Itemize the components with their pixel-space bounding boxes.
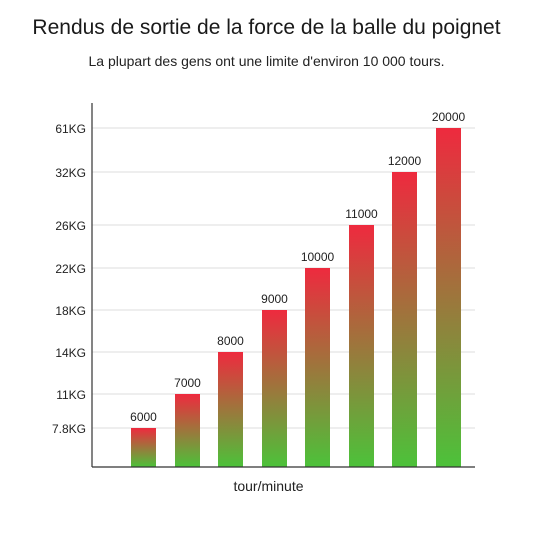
data-label: 7000 <box>174 376 201 390</box>
data-label: 11000 <box>345 207 378 221</box>
y-tick-label: 14KG <box>55 346 86 360</box>
chart-subtitle: La plupart des gens ont une limite d'env… <box>88 53 445 69</box>
data-label: 10000 <box>301 250 335 264</box>
y-tick-label: 61KG <box>55 122 86 136</box>
y-tick-labels: 7.8KG 11KG 14KG 18KG 22KG 26KG 32KG 61KG <box>52 122 86 436</box>
data-label: 9000 <box>261 292 288 306</box>
y-tick-label: 18KG <box>55 304 86 318</box>
bars <box>131 128 461 467</box>
chart-title: Rendus de sortie de la force de la balle… <box>32 16 501 39</box>
data-label: 12000 <box>388 154 422 168</box>
bar-10000 <box>305 268 330 467</box>
bar-8000 <box>218 352 243 467</box>
y-tick-label: 32KG <box>55 166 86 180</box>
bar-12000 <box>392 172 417 467</box>
bar-11000 <box>349 225 374 467</box>
data-label: 20000 <box>432 110 466 124</box>
data-label: 8000 <box>217 334 244 348</box>
bar-6000 <box>131 428 156 467</box>
y-tick-label: 11KG <box>56 388 86 402</box>
bar-20000 <box>436 128 461 467</box>
bar-7000 <box>175 394 200 467</box>
data-labels: 6000 7000 8000 9000 10000 11000 12000 20000 <box>130 110 465 424</box>
axes <box>91 103 475 468</box>
x-axis-label: tour/minute <box>233 478 304 494</box>
bar-9000 <box>262 310 287 467</box>
y-tick-label: 7.8KG <box>52 422 86 436</box>
y-tick-label: 26KG <box>55 219 86 233</box>
data-label: 6000 <box>130 410 157 424</box>
y-tick-label: 22KG <box>55 262 86 276</box>
